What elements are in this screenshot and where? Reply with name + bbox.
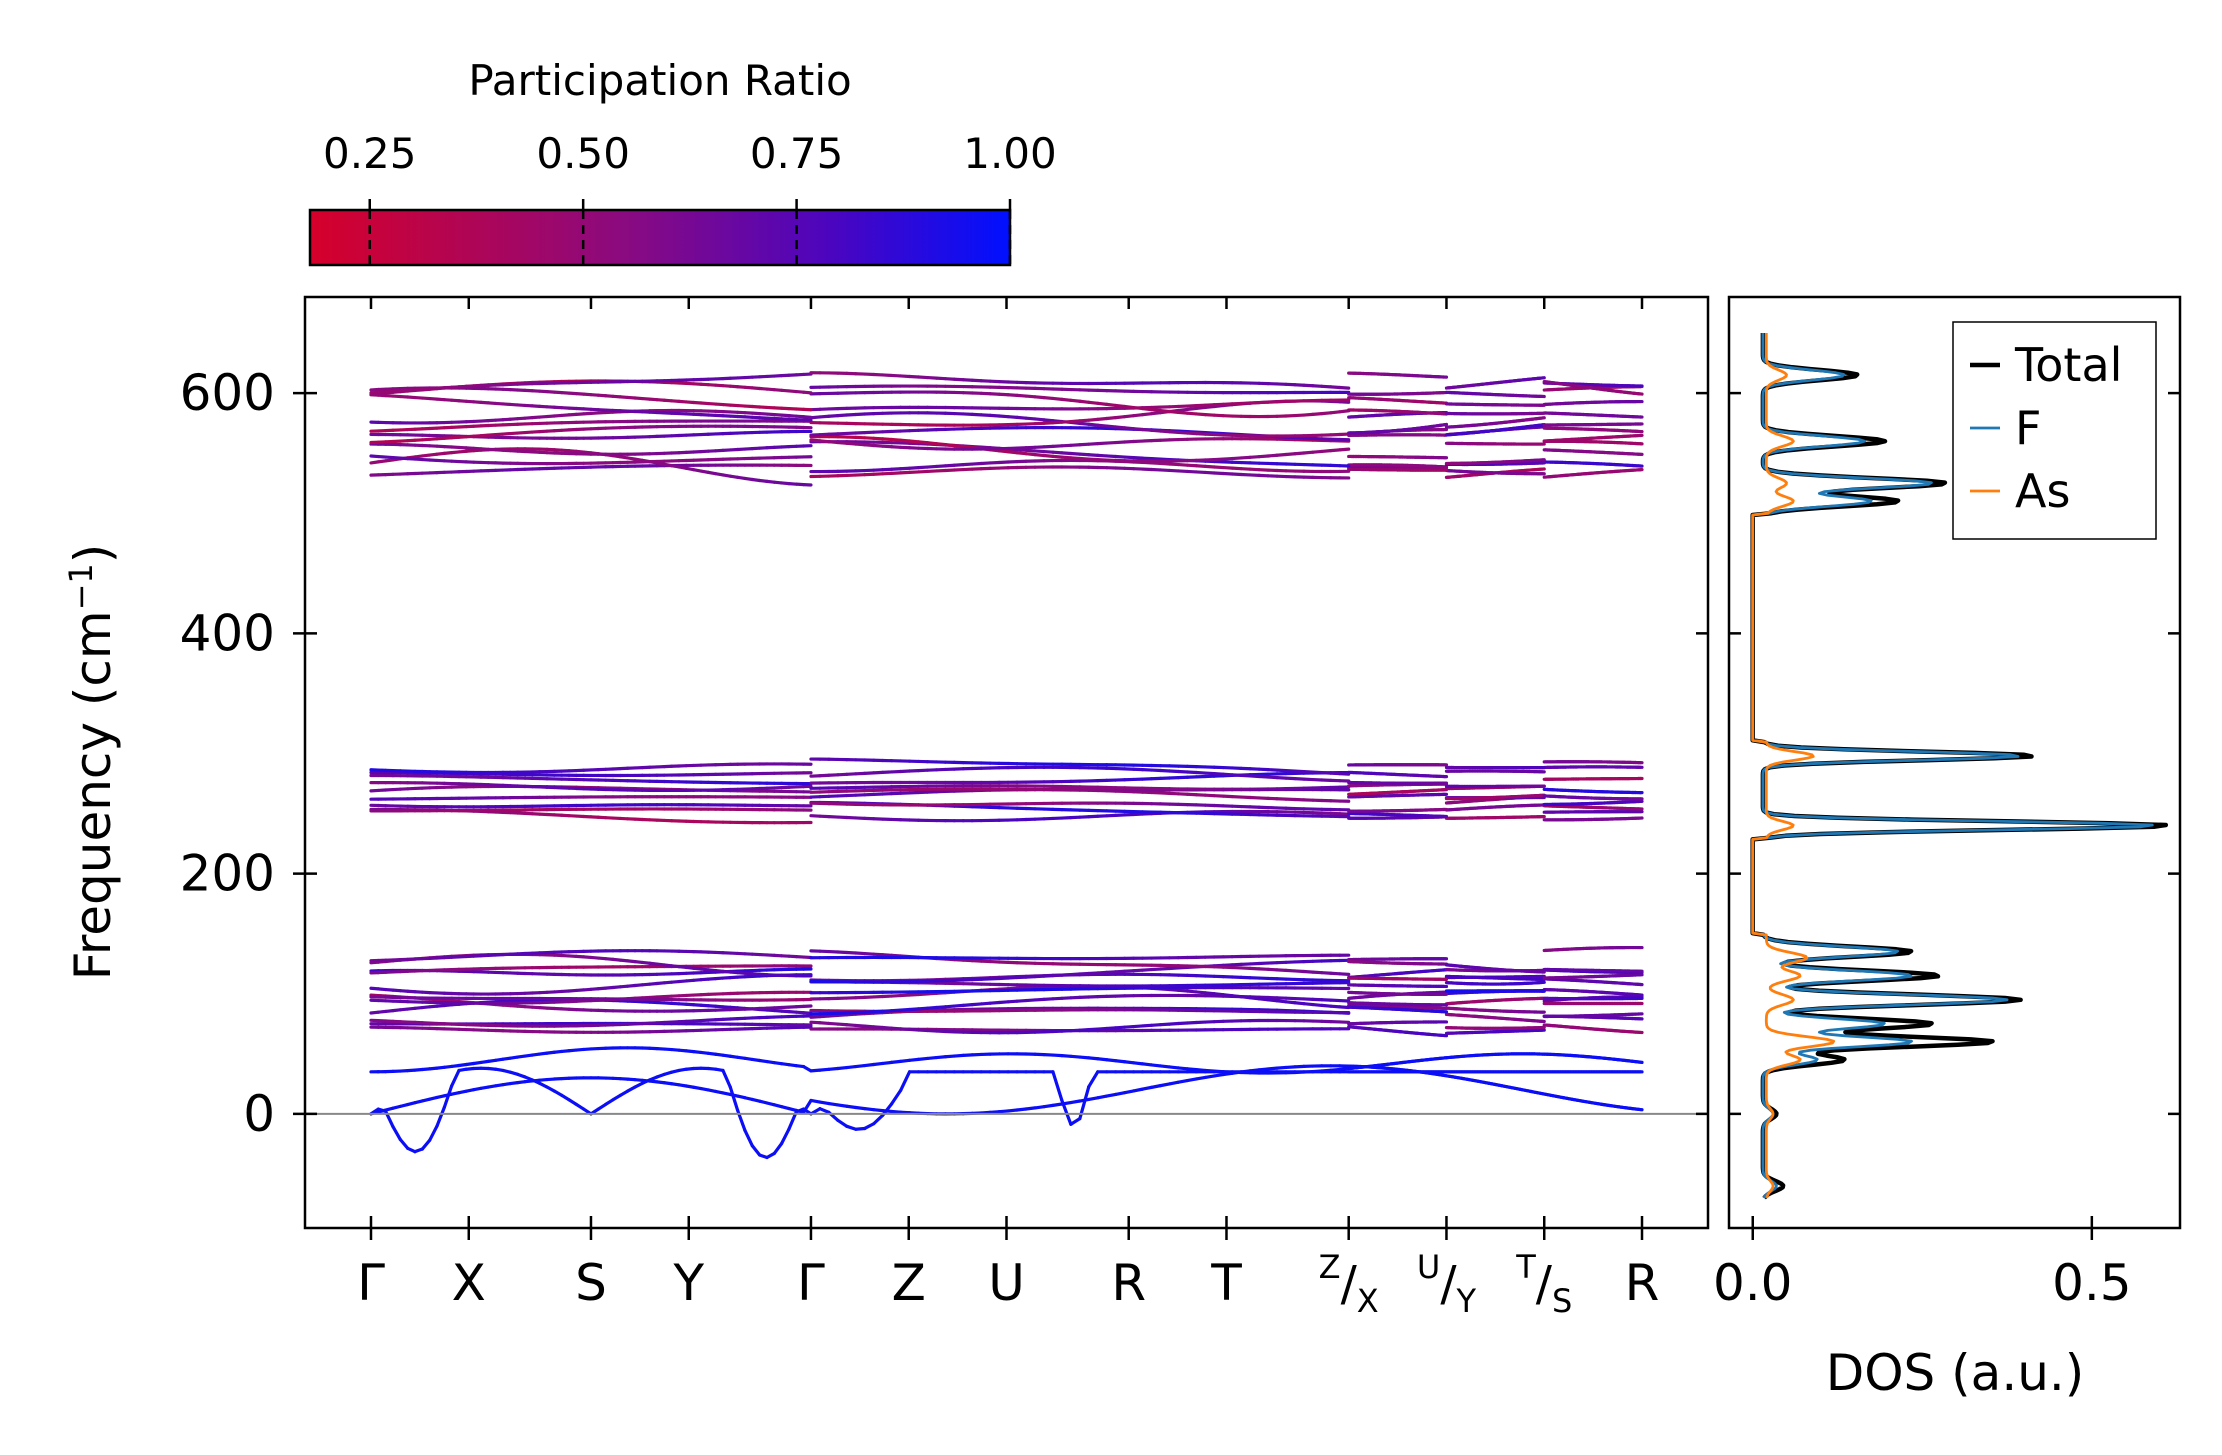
- phonon-band: [1338, 1005, 1351, 1010]
- band-lines: [369, 371, 1644, 1160]
- colorbar-title: Participation Ratio: [468, 56, 851, 105]
- colorbar-tick-label: 0.75: [750, 129, 844, 178]
- colorbar: [308, 208, 1012, 267]
- phonon-band: [1338, 972, 1351, 976]
- colorbar-tick-label: 1.00: [963, 129, 1057, 178]
- colorbar-tick-label: 0.25: [323, 129, 417, 178]
- colorbar-ticks: 0.25 0.50 0.75 1.00: [323, 129, 1057, 265]
- colorbar-tick-label: 0.50: [536, 129, 630, 178]
